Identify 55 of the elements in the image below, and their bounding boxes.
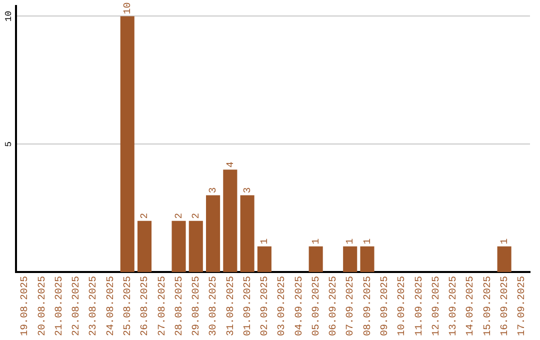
x-tick-label: 05.09.2025 [311,276,322,336]
x-tick-label: 03.09.2025 [277,276,288,336]
data-label: 1 [500,238,511,244]
x-tick-label: 15.09.2025 [482,276,494,336]
bar [223,170,238,272]
data-label: 1 [260,238,272,244]
bar [137,220,152,272]
data-label: 1 [362,238,374,244]
data-label: 2 [174,212,186,219]
x-tick-label: 28.08.2025 [174,276,186,336]
x-tick-label: 21.08.2025 [54,276,66,336]
x-tick-label: 08.09.2025 [362,276,374,336]
x-tick-label: 09.09.2025 [380,276,392,336]
data-label: 3 [208,187,220,194]
y-tick-label: 5 [4,141,14,147]
bar [188,220,203,272]
bar [120,16,134,272]
x-tick-label: 26.08.2025 [140,276,152,336]
x-tick-label: 31.08.2025 [226,276,237,336]
x-tick-label: 16.09.2025 [500,276,511,336]
x-tick-label: 06.09.2025 [328,276,340,336]
data-label: 3 [242,187,254,194]
x-tick-label: 13.09.2025 [448,276,460,336]
bar [308,246,323,272]
x-tick-label: 01.09.2025 [242,276,254,336]
x-tick-label: 10.09.2025 [397,276,408,336]
x-tick-label: 29.08.2025 [192,276,203,336]
bar [360,246,374,272]
bar [497,246,512,272]
data-label: 10 [123,2,134,14]
x-tick-label: 27.08.2025 [157,276,168,336]
x-tick-label: 17.09.2025 [517,276,528,336]
x-tick-label: 04.09.2025 [294,276,306,336]
bar [240,195,254,272]
x-tick-label: 14.09.2025 [466,276,477,336]
data-label: 2 [140,212,152,219]
data-label: 2 [192,212,203,219]
x-tick-label: 11.09.2025 [414,276,426,336]
x-tick-label: 02.09.2025 [260,276,272,336]
data-label: 1 [311,238,322,244]
x-tick-label: 30.08.2025 [208,276,220,336]
x-tick-label: 22.08.2025 [72,276,83,336]
bar [206,195,220,272]
x-tick-label: 20.08.2025 [37,276,48,336]
data-label: 1 [346,238,357,244]
bar [172,220,186,272]
x-tick-label: 07.09.2025 [346,276,357,336]
bar [257,246,272,272]
x-tick-label: 24.08.2025 [106,276,117,336]
x-tick-label: 23.08.2025 [88,276,100,336]
x-tick-label: 12.09.2025 [431,276,442,336]
x-tick-label: 25.08.2025 [123,276,134,336]
bar [343,246,358,272]
x-tick-label: 19.08.2025 [20,276,32,336]
data-label: 4 [226,162,237,168]
